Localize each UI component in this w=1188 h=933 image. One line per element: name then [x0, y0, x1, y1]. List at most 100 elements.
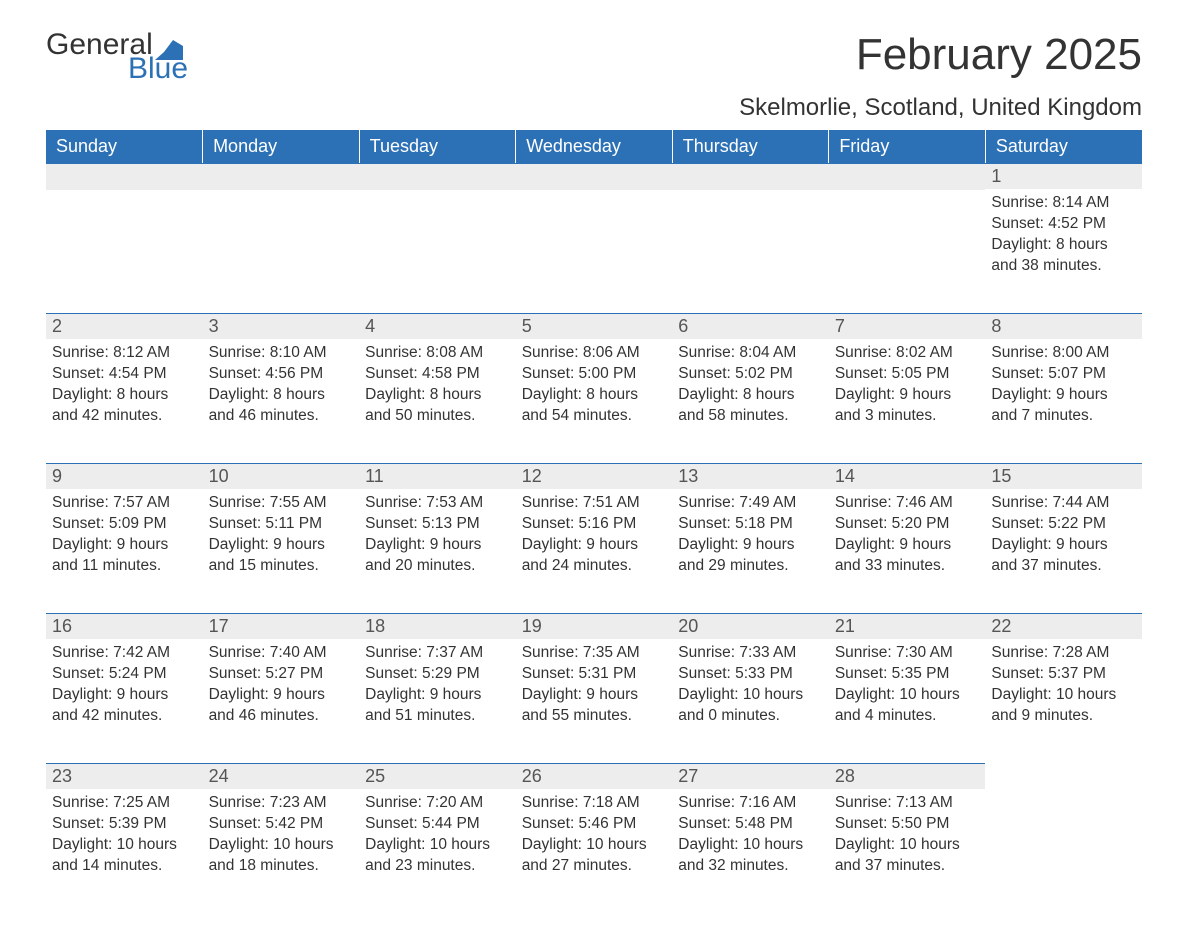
- daylight-line-1: Daylight: 10 hours: [209, 835, 352, 856]
- daylight-line-2: and 42 minutes.: [52, 706, 195, 727]
- sunset-line: Sunset: 5:20 PM: [835, 514, 978, 535]
- day-cell: 25Sunrise: 7:20 AMSunset: 5:44 PMDayligh…: [359, 763, 516, 893]
- weekday-header-row: SundayMondayTuesdayWednesdayThursdayFrid…: [46, 130, 1142, 163]
- daylight-line-2: and 4 minutes.: [835, 706, 978, 727]
- sunset-line: Sunset: 5:35 PM: [835, 664, 978, 685]
- day-details: Sunrise: 8:12 AMSunset: 4:54 PMDaylight:…: [46, 339, 203, 427]
- daylight-line-1: Daylight: 9 hours: [522, 685, 665, 706]
- sunrise-line: Sunrise: 7:33 AM: [678, 643, 821, 664]
- day-cell: 19Sunrise: 7:35 AMSunset: 5:31 PMDayligh…: [516, 613, 673, 763]
- day-details: Sunrise: 8:04 AMSunset: 5:02 PMDaylight:…: [672, 339, 829, 427]
- day-number: 16: [46, 613, 203, 639]
- day-details: Sunrise: 7:30 AMSunset: 5:35 PMDaylight:…: [829, 639, 986, 727]
- calendar-cell: 12Sunrise: 7:51 AMSunset: 5:16 PMDayligh…: [516, 463, 673, 613]
- day-details: Sunrise: 8:08 AMSunset: 4:58 PMDaylight:…: [359, 339, 516, 427]
- calendar-cell: 26Sunrise: 7:18 AMSunset: 5:46 PMDayligh…: [516, 763, 673, 893]
- daylight-line-2: and 24 minutes.: [522, 556, 665, 577]
- day-number: 24: [203, 763, 360, 789]
- daylight-line-2: and 14 minutes.: [52, 856, 195, 877]
- daylight-line-1: Daylight: 10 hours: [52, 835, 195, 856]
- calendar-row: 16Sunrise: 7:42 AMSunset: 5:24 PMDayligh…: [46, 613, 1142, 763]
- daylight-line-2: and 7 minutes.: [991, 406, 1134, 427]
- calendar-cell: 5Sunrise: 8:06 AMSunset: 5:00 PMDaylight…: [516, 313, 673, 463]
- day-number: 23: [46, 763, 203, 789]
- calendar-cell: [203, 163, 360, 313]
- calendar-body: 1Sunrise: 8:14 AMSunset: 4:52 PMDaylight…: [46, 163, 1142, 893]
- month-title: February 2025: [739, 30, 1142, 80]
- sunrise-line: Sunrise: 7:49 AM: [678, 493, 821, 514]
- daylight-line-1: Daylight: 10 hours: [365, 835, 508, 856]
- day-cell: 3Sunrise: 8:10 AMSunset: 4:56 PMDaylight…: [203, 313, 360, 463]
- sunrise-line: Sunrise: 8:08 AM: [365, 343, 508, 364]
- calendar-cell: [829, 163, 986, 313]
- day-number: 3: [203, 313, 360, 339]
- sunset-line: Sunset: 5:00 PM: [522, 364, 665, 385]
- sunset-line: Sunset: 5:48 PM: [678, 814, 821, 835]
- day-cell: 16Sunrise: 7:42 AMSunset: 5:24 PMDayligh…: [46, 613, 203, 763]
- calendar-cell: 25Sunrise: 7:20 AMSunset: 5:44 PMDayligh…: [359, 763, 516, 893]
- day-number: 8: [985, 313, 1142, 339]
- day-details: Sunrise: 7:37 AMSunset: 5:29 PMDaylight:…: [359, 639, 516, 727]
- day-number: 10: [203, 463, 360, 489]
- day-number: 14: [829, 463, 986, 489]
- sunrise-line: Sunrise: 8:00 AM: [991, 343, 1134, 364]
- sunrise-line: Sunrise: 7:44 AM: [991, 493, 1134, 514]
- sunrise-line: Sunrise: 7:16 AM: [678, 793, 821, 814]
- calendar-cell: [985, 763, 1142, 893]
- sunrise-line: Sunrise: 7:46 AM: [835, 493, 978, 514]
- day-number: 13: [672, 463, 829, 489]
- day-details: Sunrise: 7:25 AMSunset: 5:39 PMDaylight:…: [46, 789, 203, 877]
- calendar-cell: 28Sunrise: 7:13 AMSunset: 5:50 PMDayligh…: [829, 763, 986, 893]
- day-number: 21: [829, 613, 986, 639]
- location-subtitle: Skelmorlie, Scotland, United Kingdom: [739, 94, 1142, 122]
- calendar-cell: 23Sunrise: 7:25 AMSunset: 5:39 PMDayligh…: [46, 763, 203, 893]
- daylight-line-1: Daylight: 10 hours: [522, 835, 665, 856]
- calendar-cell: 14Sunrise: 7:46 AMSunset: 5:20 PMDayligh…: [829, 463, 986, 613]
- daylight-line-2: and 29 minutes.: [678, 556, 821, 577]
- weekday-header: Friday: [829, 130, 986, 163]
- daylight-line-2: and 0 minutes.: [678, 706, 821, 727]
- day-number: 15: [985, 463, 1142, 489]
- day-cell: 5Sunrise: 8:06 AMSunset: 5:00 PMDaylight…: [516, 313, 673, 463]
- day-number: 7: [829, 313, 986, 339]
- day-number: 12: [516, 463, 673, 489]
- calendar-cell: 22Sunrise: 7:28 AMSunset: 5:37 PMDayligh…: [985, 613, 1142, 763]
- daylight-line-1: Daylight: 9 hours: [365, 685, 508, 706]
- day-cell: 18Sunrise: 7:37 AMSunset: 5:29 PMDayligh…: [359, 613, 516, 763]
- empty-day-bar: [359, 163, 516, 190]
- daylight-line-2: and 20 minutes.: [365, 556, 508, 577]
- daylight-line-2: and 46 minutes.: [209, 406, 352, 427]
- daylight-line-2: and 42 minutes.: [52, 406, 195, 427]
- day-details: Sunrise: 7:55 AMSunset: 5:11 PMDaylight:…: [203, 489, 360, 577]
- sunrise-line: Sunrise: 7:28 AM: [991, 643, 1134, 664]
- empty-day-bar: [672, 163, 829, 190]
- empty-day-bar: [203, 163, 360, 190]
- day-cell: 24 Sunrise: 7:23 AMSunset: 5:42 PMDayligh…: [203, 763, 360, 893]
- daylight-line-1: Daylight: 10 hours: [991, 685, 1134, 706]
- day-number: 26: [516, 763, 673, 789]
- sunset-line: Sunset: 5:42 PM: [209, 814, 352, 835]
- sunrise-line: Sunrise: 7:42 AM: [52, 643, 195, 664]
- day-number: 25: [359, 763, 516, 789]
- day-details: Sunrise: 7:16 AMSunset: 5:48 PMDaylight:…: [672, 789, 829, 877]
- day-cell: 11Sunrise: 7:53 AMSunset: 5:13 PMDayligh…: [359, 463, 516, 613]
- sunrise-line: Sunrise: 7:23 AM: [209, 793, 352, 814]
- day-number: 20: [672, 613, 829, 639]
- day-details: Sunrise: 7:46 AMSunset: 5:20 PMDaylight:…: [829, 489, 986, 577]
- day-cell: 10Sunrise: 7:55 AMSunset: 5:11 PMDayligh…: [203, 463, 360, 613]
- day-cell: 6Sunrise: 8:04 AMSunset: 5:02 PMDaylight…: [672, 313, 829, 463]
- empty-day-bar: [516, 163, 673, 190]
- daylight-line-2: and 37 minutes.: [835, 856, 978, 877]
- logo: General Blue: [46, 30, 188, 84]
- calendar-cell: 7Sunrise: 8:02 AMSunset: 5:05 PMDaylight…: [829, 313, 986, 463]
- day-cell: 14Sunrise: 7:46 AMSunset: 5:20 PMDayligh…: [829, 463, 986, 613]
- day-number: 2: [46, 313, 203, 339]
- calendar-cell: 10Sunrise: 7:55 AMSunset: 5:11 PMDayligh…: [203, 463, 360, 613]
- calendar-cell: [516, 163, 673, 313]
- calendar-cell: 8Sunrise: 8:00 AMSunset: 5:07 PMDaylight…: [985, 313, 1142, 463]
- calendar-cell: 13Sunrise: 7:49 AMSunset: 5:18 PMDayligh…: [672, 463, 829, 613]
- calendar-cell: 20Sunrise: 7:33 AMSunset: 5:33 PMDayligh…: [672, 613, 829, 763]
- daylight-line-2: and 15 minutes.: [209, 556, 352, 577]
- daylight-line-1: Daylight: 9 hours: [209, 535, 352, 556]
- daylight-line-1: Daylight: 9 hours: [365, 535, 508, 556]
